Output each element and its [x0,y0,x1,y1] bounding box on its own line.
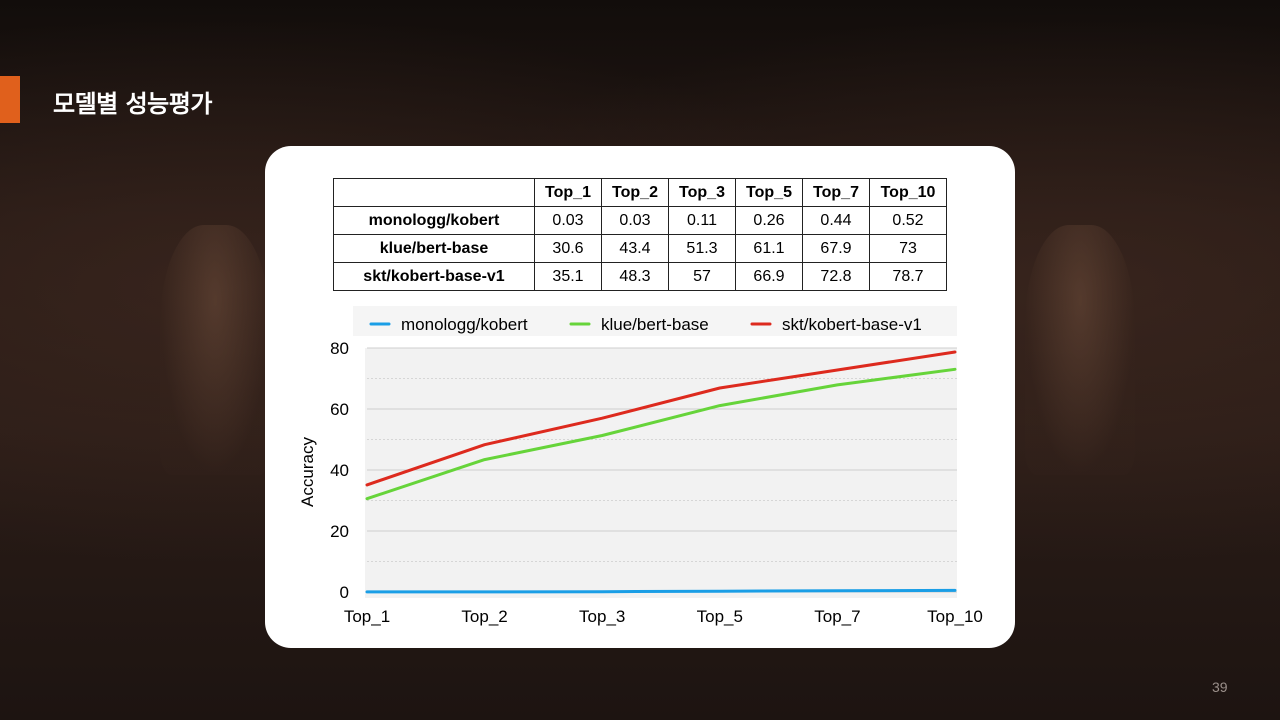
table-cell: 0.03 [534,206,602,235]
row-model-name: skt/kobert-base-v1 [333,262,535,291]
plot-area [365,348,957,598]
y-tick-label: 60 [330,400,349,419]
table-header-row: Top_1 Top_2 Top_3 Top_5 Top_7 Top_10 [333,178,947,207]
table-cell: 48.3 [601,262,669,291]
table-cell: 72.8 [802,262,870,291]
chart-legend: monologg/kobert klue/bert-base skt/kobert-… [369,315,922,334]
y-axis-label: Accuracy [298,437,317,507]
table-cell: 30.6 [534,234,602,263]
legend-label: klue/bert-base [601,315,709,334]
title-accent-bar [0,76,20,123]
results-card: Top_1 Top_2 Top_3 Top_5 Top_7 Top_10 mon… [265,146,1015,648]
table-row: klue/bert-base 30.6 43.4 51.3 61.1 67.9 … [333,234,947,263]
table-corner-cell [333,178,535,207]
legend-label: monologg/kobert [401,315,528,334]
table-cell: 67.9 [802,234,870,263]
table-cell: 0.03 [601,206,669,235]
row-model-name: monologg/kobert [333,206,535,235]
legend-background [353,306,957,336]
table-row: skt/kobert-base-v1 35.1 48.3 57 66.9 72.… [333,262,947,291]
statue-left-decoration [160,225,270,475]
series-line [365,350,957,487]
table-cell: 73 [869,234,947,263]
x-tick-label: Top_10 [927,607,983,626]
x-tick-label: Top_3 [579,607,625,626]
column-header: Top_7 [802,178,870,207]
series-line [365,588,957,594]
y-tick-label: 20 [330,522,349,541]
table-cell: 51.3 [668,234,736,263]
table-cell: 43.4 [601,234,669,263]
column-header: Top_2 [601,178,669,207]
slide-title: 모델별 성능평가 [53,90,212,118]
chart-series-lines [365,350,957,594]
statue-right-decoration [1025,225,1135,475]
column-header: Top_10 [869,178,947,207]
table-cell: 57 [668,262,736,291]
y-tick-label: 80 [330,339,349,358]
row-model-name: klue/bert-base [333,234,535,263]
x-tick-label: Top_1 [344,607,390,626]
table-cell: 61.1 [735,234,803,263]
table-row: monologg/kobert 0.03 0.03 0.11 0.26 0.44… [333,206,947,235]
table-cell: 0.52 [869,206,947,235]
table-cell: 0.26 [735,206,803,235]
y-tick-label: 0 [340,583,349,602]
x-tick-label: Top_7 [814,607,860,626]
table-cell: 78.7 [869,262,947,291]
accuracy-line-chart: monologg/kobert klue/bert-base skt/kobert-… [298,306,983,626]
column-header: Top_5 [735,178,803,207]
y-axis-ticks: 0 20 40 60 80 [330,339,349,602]
column-header: Top_1 [534,178,602,207]
x-axis-ticks: Top_1 Top_2 Top_3 Top_5 Top_7 Top_10 [344,607,983,626]
series-line [365,367,957,501]
table-cell: 35.1 [534,262,602,291]
table-cell: 0.11 [668,206,736,235]
table-cell: 66.9 [735,262,803,291]
table-cell: 0.44 [802,206,870,235]
y-tick-label: 40 [330,461,349,480]
results-table: Top_1 Top_2 Top_3 Top_5 Top_7 Top_10 mon… [333,178,947,291]
page-number: 39 [1212,679,1228,695]
x-tick-label: Top_5 [697,607,743,626]
column-header: Top_3 [668,178,736,207]
x-tick-label: Top_2 [461,607,507,626]
legend-label: skt/kobert-base-v1 [782,315,922,334]
